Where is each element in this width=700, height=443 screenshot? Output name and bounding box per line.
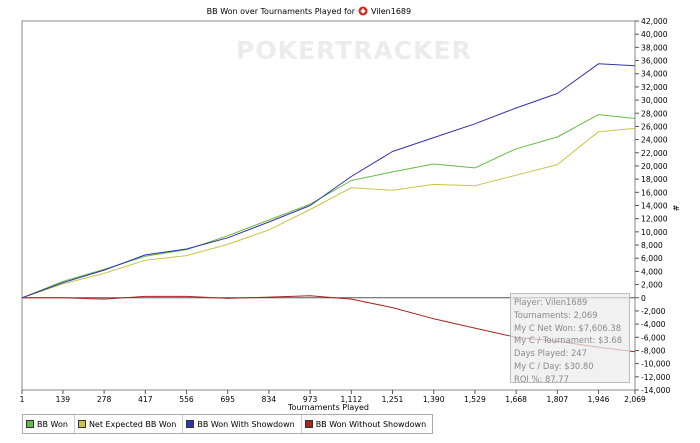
x-tick-label: 973 <box>303 395 318 404</box>
x-tick-label: 1,251 <box>382 395 404 404</box>
x-tick-label: 417 <box>138 395 153 404</box>
y-tick-label: 28,000 <box>641 109 668 118</box>
pokertracker-watermark: POKERTRACKER <box>236 36 472 65</box>
y-tick-label: -14,000 <box>641 386 670 395</box>
stat-roi: ROI %: 87.77 <box>514 373 569 384</box>
x-tick-label: 1,946 <box>588 395 610 404</box>
x-tick-label: 1 <box>20 395 25 404</box>
y-tick-label: 12,000 <box>641 215 668 224</box>
x-tick-label: 556 <box>179 395 194 404</box>
stat-per-tournament: My C / Tournament: $3.68 <box>514 335 623 346</box>
legend-swatch-with-showdown <box>186 420 195 428</box>
series-line-net-expected-bb-won <box>21 127 636 299</box>
y-tick-label: 14,000 <box>641 202 668 211</box>
legend-item-with-showdown[interactable]: BB Won With Showdown <box>183 415 302 433</box>
legend-swatch-net-expected <box>77 420 86 428</box>
y-tick-label: 8,000 <box>641 241 663 250</box>
chart-title-player: Vilen1689 <box>371 7 411 16</box>
y-tick-label: 40,000 <box>641 30 668 39</box>
x-tick-label: 1,807 <box>546 395 568 404</box>
legend-item-without-showdown[interactable]: BB Won Without Showdown <box>302 415 432 433</box>
legend-label-without-showdown: BB Won Without Showdown <box>315 419 427 429</box>
y-tick-label: 0 <box>641 294 646 303</box>
y-tick-label: 34,000 <box>641 70 668 79</box>
y-tick-label: 36,000 <box>641 57 668 66</box>
y-tick-label: 22,000 <box>641 149 668 158</box>
y-tick-label: -2,000 <box>641 307 666 316</box>
x-tick-label: 695 <box>220 395 235 404</box>
y-tick-label: -10,000 <box>641 360 670 369</box>
y-tick-label: 2,000 <box>641 281 663 290</box>
chart-title-text: BB Won over Tournaments Played for <box>207 7 356 16</box>
y-tick-label: 16,000 <box>641 188 668 197</box>
legend-label-net-expected: Net Expected BB Won <box>88 419 177 429</box>
pokerstars-logo-icon <box>358 6 368 16</box>
series-group <box>21 63 636 353</box>
legend-label-bb-won: BB Won <box>37 419 68 429</box>
legend-item-bb-won[interactable]: BB Won <box>23 415 75 433</box>
y-tick-label: -8,000 <box>641 346 666 355</box>
legend-label-with-showdown: BB Won With Showdown <box>197 419 295 429</box>
stat-tournaments: Tournaments: 2,069 <box>514 309 598 320</box>
x-tick-label: 1,390 <box>423 395 445 404</box>
y-tick-label: 6,000 <box>641 254 663 263</box>
stat-player: Player: Vilen1689 <box>514 297 588 307</box>
x-tick-label: 1,529 <box>464 395 486 404</box>
axes: 1 139 278 417 556 695 834 973 1,112 1,251 1,390 1,5… <box>20 17 671 404</box>
y-tick-label: -6,000 <box>641 333 666 342</box>
y-tick-label: -12,000 <box>641 373 670 382</box>
stat-per-day: My C / Day: $30.80 <box>514 360 594 371</box>
y-tick-label: 10,000 <box>641 228 668 237</box>
y-tick-label: 30,000 <box>641 96 668 105</box>
x-tick-label: 834 <box>262 395 277 404</box>
y-tick-label: 32,000 <box>641 83 668 92</box>
stat-days-played: Days Played: 247 <box>514 348 587 359</box>
stats-box: Player: Vilen1689 Tournaments: 2,069 My … <box>510 293 630 384</box>
y-tick-label: 20,000 <box>641 162 668 171</box>
y-tick-label: -4,000 <box>641 320 666 329</box>
y-tick-label: 26,000 <box>641 122 668 131</box>
stat-net-won: My C Net Won: $7,606.38 <box>514 322 622 333</box>
x-tick-label: 1,668 <box>505 395 527 404</box>
x-tick-label: 2,069 <box>624 395 646 404</box>
legend-swatch-bb-won <box>26 420 34 428</box>
y-tick-label: 4,000 <box>641 267 663 276</box>
y-axis-label: # <box>671 205 680 212</box>
series-line-bb-won-with-showdown <box>21 63 636 299</box>
legend: BB Won Net Expected BB Won BB Won With S… <box>22 414 434 434</box>
chart-title: BB Won over Tournaments Played for Vilen… <box>207 6 411 16</box>
legend-swatch-without-showdown <box>304 420 313 428</box>
y-tick-label: 24,000 <box>641 136 668 145</box>
y-tick-label: 18,000 <box>641 175 668 184</box>
x-tick-label: 1,112 <box>340 395 362 404</box>
legend-item-net-expected[interactable]: Net Expected BB Won <box>75 415 184 433</box>
y-tick-label: 38,000 <box>641 43 668 52</box>
y-tick-label: 42,000 <box>641 17 668 26</box>
x-tick-label: 278 <box>97 395 112 404</box>
x-axis-label: Tournaments Played <box>287 403 369 412</box>
x-tick-label: 139 <box>56 395 71 404</box>
